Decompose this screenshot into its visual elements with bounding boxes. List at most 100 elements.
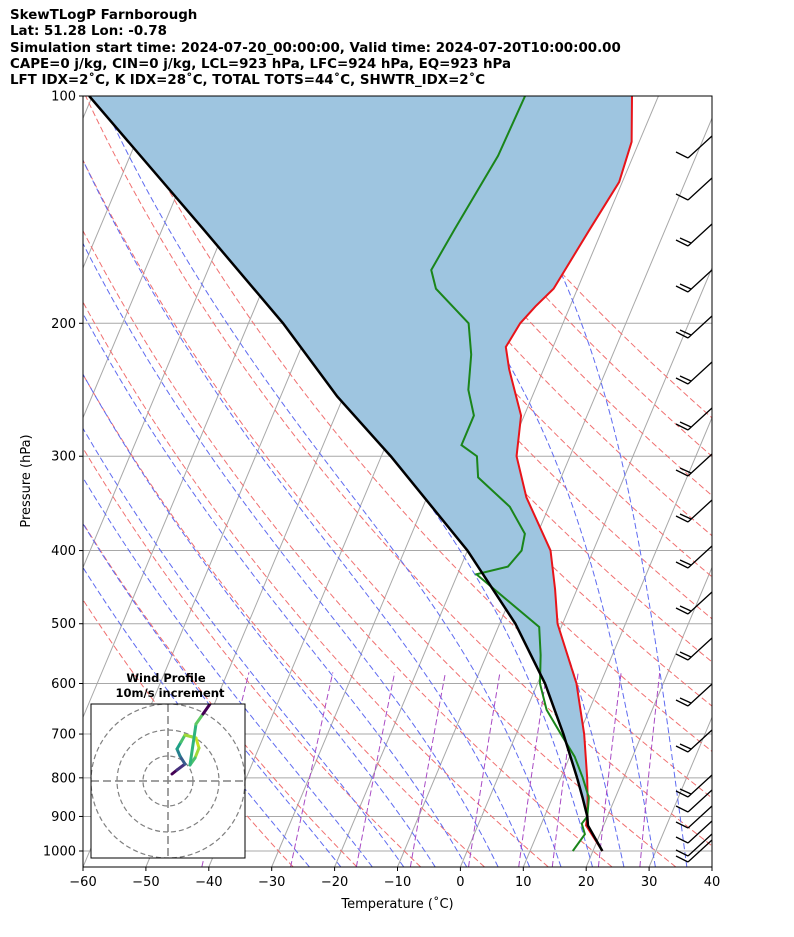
- x-tick-label: −50: [132, 875, 159, 890]
- x-tick-label: 20: [578, 875, 595, 890]
- wind-barb-flag: [679, 697, 692, 704]
- hodograph-trace: [193, 746, 201, 760]
- wind-barb-flag: [675, 805, 689, 813]
- wind-barb-flag: [675, 699, 689, 707]
- isotherm-line: [83, 96, 219, 420]
- wind-profile-inset: Wind Profile 10m/s increment: [90, 671, 246, 859]
- wind-barbs: [675, 135, 713, 863]
- wind-barb: [687, 591, 713, 615]
- wind-barb: [687, 683, 713, 707]
- y-tick-label: 800: [51, 771, 76, 786]
- isotherm-line: [775, 96, 794, 867]
- dry-adiabat: [83, 447, 422, 867]
- isotherm-line: [83, 96, 156, 270]
- wind-barb: [687, 177, 713, 201]
- dry-adiabat: [83, 229, 613, 867]
- mixing-ratio-line: [518, 672, 548, 867]
- wind-barb: [687, 315, 713, 339]
- wind-barb: [687, 361, 713, 385]
- moist-adiabat: [328, 96, 656, 867]
- moist-adiabat: [156, 96, 593, 867]
- isotherm-line: [83, 96, 93, 120]
- wind-barb-flag: [675, 193, 689, 201]
- isotherm-line: [459, 266, 712, 867]
- wind-barb-flag: [675, 745, 689, 753]
- wind-barb-flag: [675, 285, 689, 293]
- wind-barb: [687, 499, 713, 523]
- dry-adiabat: [83, 301, 549, 867]
- cape-area: [89, 96, 633, 851]
- wind-barb-flag: [679, 651, 692, 658]
- x-tick-label: −60: [69, 875, 96, 890]
- convective-indices: CAPE=0 j/kg, CIN=0 j/kg, LCL=923 hPa, LF…: [10, 56, 512, 72]
- isotherm-line: [711, 865, 712, 867]
- moist-adiabat: [83, 476, 373, 867]
- isotherm-line: [585, 566, 712, 867]
- wind-barb-flag: [679, 329, 692, 336]
- wind-barb-flag: [679, 513, 692, 520]
- y-tick-label: 700: [51, 728, 76, 743]
- y-tick-label: 200: [51, 317, 76, 332]
- dry-adiabat: [83, 159, 677, 867]
- wind-barb-flag: [675, 331, 689, 339]
- parcel-profile: [88, 96, 604, 852]
- wind-barb-flag: [679, 743, 692, 750]
- y-tick-label: 1000: [43, 845, 76, 860]
- x-tick-label: −40: [195, 875, 222, 890]
- wind-barb: [687, 833, 713, 857]
- hodograph-trace: [194, 736, 201, 750]
- x-tick-label: −10: [384, 875, 411, 890]
- wind-barb-flag: [679, 421, 692, 428]
- y-axis-label: Pressure (hPa): [19, 434, 34, 527]
- station-title: SkewTLogP Farnborough: [10, 8, 198, 23]
- hodograph-trace: [188, 722, 198, 767]
- dry-adiabat: [117, 96, 712, 799]
- mixing-ratio-line: [290, 672, 334, 867]
- isotherm-line: [648, 715, 712, 867]
- stability-indices: LFT IDX=2˚C, K IDX=28˚C, TOTAL TOTS=44˚C…: [10, 73, 486, 89]
- hodograph-trace: [194, 712, 205, 726]
- wind-barb: [687, 839, 713, 863]
- chart-header: SkewTLogP Farnborough Lat: 51.28 Lon: -0…: [10, 8, 621, 89]
- wind-barb-flag: [679, 559, 692, 566]
- wind-barb-flag: [679, 605, 692, 612]
- mixing-ratio-line: [409, 672, 446, 867]
- y-tick-label: 400: [51, 544, 76, 559]
- moist-adiabat: [99, 96, 562, 867]
- wind-barb: [687, 820, 713, 844]
- y-tick-label: 600: [51, 677, 76, 692]
- wind-barb: [687, 135, 713, 159]
- wind-barb-flag: [675, 836, 689, 844]
- x-tick-label: 10: [515, 875, 532, 890]
- moist-adiabat: [83, 312, 468, 867]
- moist-adiabat: [83, 242, 499, 867]
- x-tick-label: −30: [258, 875, 285, 890]
- dry-adiabat: [83, 373, 485, 867]
- wind-barb-flag: [679, 283, 692, 290]
- wind-barb-flag: [675, 561, 689, 569]
- mixing-ratio-line: [597, 672, 622, 867]
- moist-adiabat: [83, 159, 531, 867]
- y-tick-label: 100: [51, 90, 76, 105]
- wind-barb: [687, 805, 713, 829]
- hodograph-trace: [178, 754, 187, 766]
- moist-adiabat: [83, 427, 405, 867]
- mixing-ratio-line: [355, 672, 396, 867]
- wind-barb-flag: [675, 653, 689, 661]
- x-tick-label: 0: [456, 875, 464, 890]
- wind-barb-flag: [675, 855, 689, 863]
- moist-adiabat: [83, 373, 436, 867]
- wind-barb: [687, 789, 713, 813]
- temperature-profile: [504, 96, 633, 852]
- inset-subtitle: 10m/s increment: [116, 686, 225, 700]
- x-tick-label: 30: [641, 875, 658, 890]
- wind-barb-flag: [675, 469, 689, 477]
- mixing-ratio-line: [639, 672, 661, 867]
- dewpoint-profile: [430, 96, 590, 852]
- y-tick-label: 900: [51, 810, 76, 825]
- hodograph-trace: [175, 762, 187, 772]
- simulation-time: Simulation start time: 2024-07-20_00:00:…: [10, 40, 621, 56]
- wind-barb: [687, 453, 713, 477]
- wind-barb: [687, 407, 713, 431]
